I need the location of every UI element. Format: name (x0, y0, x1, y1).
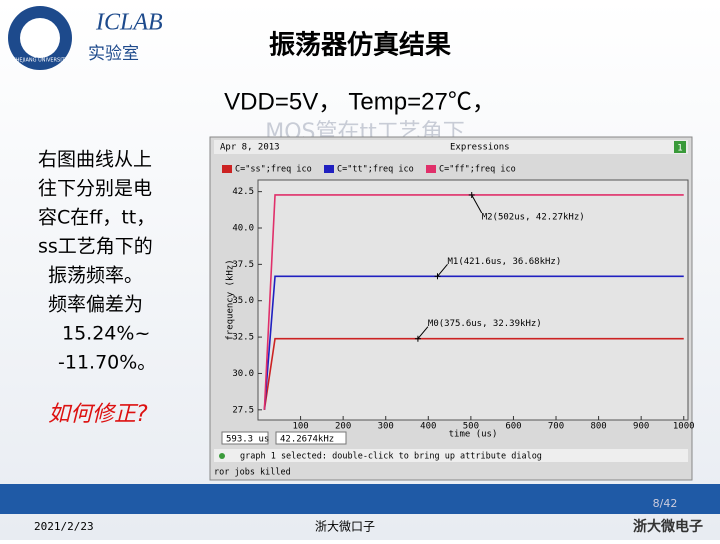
marker-leader (417, 326, 429, 340)
legend-swatch (426, 165, 436, 173)
marker-cross (414, 335, 421, 342)
marker-label: M2(502us, 42.27kHz) (482, 212, 585, 222)
marker-label: M1(421.6us, 36.68kHz) (447, 257, 561, 267)
footer-logo: 浙大微电子 (633, 518, 703, 535)
legend-swatch (222, 165, 232, 173)
y-tick-label: 35.0 (232, 296, 254, 306)
footer-org: 浙大微口子 (315, 520, 375, 534)
x-tick-label: 400 (420, 422, 436, 432)
status-message: graph 1 selected: double-click to bring … (240, 452, 542, 462)
description-line: 往下分别是电 (38, 178, 152, 200)
y-tick-label: 30.0 (232, 369, 254, 379)
cursor-x-box (221, 431, 269, 445)
y-axis-label: frequency (kHz) (226, 259, 236, 340)
x-axis-label: time (us) (449, 430, 498, 440)
conditions: VDD=5V， Temp=27℃， (224, 88, 496, 115)
x-tick-label: 100 (292, 422, 308, 432)
question: 如何修正? (48, 402, 148, 427)
legend-label: C="tt";freq ico (337, 165, 414, 175)
series-line (263, 275, 684, 410)
footer-band (0, 484, 720, 514)
cursor-y: 42.2674kHz (280, 435, 334, 445)
x-tick-label: 300 (378, 422, 394, 432)
legend-label: C="ss";freq ico (235, 165, 312, 175)
emblem-text: ZHEJIANG UNIVERSITY (12, 58, 69, 64)
marker-cross (434, 273, 441, 280)
legend-swatch (324, 165, 334, 173)
description-line: 15.24%~ (62, 323, 150, 345)
logo-text: ICLAB (95, 10, 163, 36)
x-tick-label: 600 (505, 422, 521, 432)
description-line: ss工艺角下的 (38, 236, 153, 258)
window-title: Expressions (450, 143, 510, 153)
slide-title: 振荡器仿真结果 (269, 30, 451, 61)
footer-date: 2021/2/23 (34, 520, 94, 533)
y-tick-label: 32.5 (232, 333, 254, 343)
y-tick-label: 40.0 (232, 224, 254, 234)
status-bar (214, 449, 688, 462)
x-tick-label: 700 (548, 422, 564, 432)
window-date: Apr 8, 2013 (220, 143, 280, 153)
x-tick-label: 1000 (673, 422, 695, 432)
window-badge: 1 (677, 144, 682, 154)
x-tick-label: 200 (335, 422, 351, 432)
description-line: 右图曲线从上 (38, 149, 152, 171)
description-line: 振荡频率。 (48, 265, 143, 287)
marker-label: M0(375.6us, 32.39kHz) (428, 319, 542, 329)
status-dot (219, 453, 225, 459)
plot-area (257, 179, 689, 421)
series-line (263, 337, 684, 410)
cursor-x: 593.3 us (226, 435, 269, 445)
plot-window: Apr 8, 2013 Expressions 1 frequency (kHz… (209, 136, 695, 481)
description-line: 频率偏差为 (48, 294, 143, 316)
cursor-y-box (275, 431, 347, 445)
x-tick-label: 800 (590, 422, 606, 432)
page-number: 8/42 (653, 497, 678, 510)
legend-label: C="ff";freq ico (439, 165, 516, 175)
marker-leader (471, 194, 483, 214)
window-header (214, 140, 688, 154)
y-tick-label: 27.5 (232, 405, 254, 415)
logo-subtitle: 实验室 (88, 44, 139, 64)
y-tick-label: 37.5 (232, 260, 254, 270)
series-line (263, 194, 684, 410)
marker-leader (437, 263, 448, 277)
emblem-inner (20, 18, 60, 58)
window-badge-box (674, 141, 686, 153)
x-tick-label: 500 (463, 422, 479, 432)
description-line: 容C在ff，tt， (38, 207, 155, 229)
description-line: -11.70%。 (58, 352, 156, 374)
x-tick-label: 900 (633, 422, 649, 432)
y-tick-label: 42.5 (232, 187, 254, 197)
log-text: ror jobs killed (214, 468, 291, 478)
